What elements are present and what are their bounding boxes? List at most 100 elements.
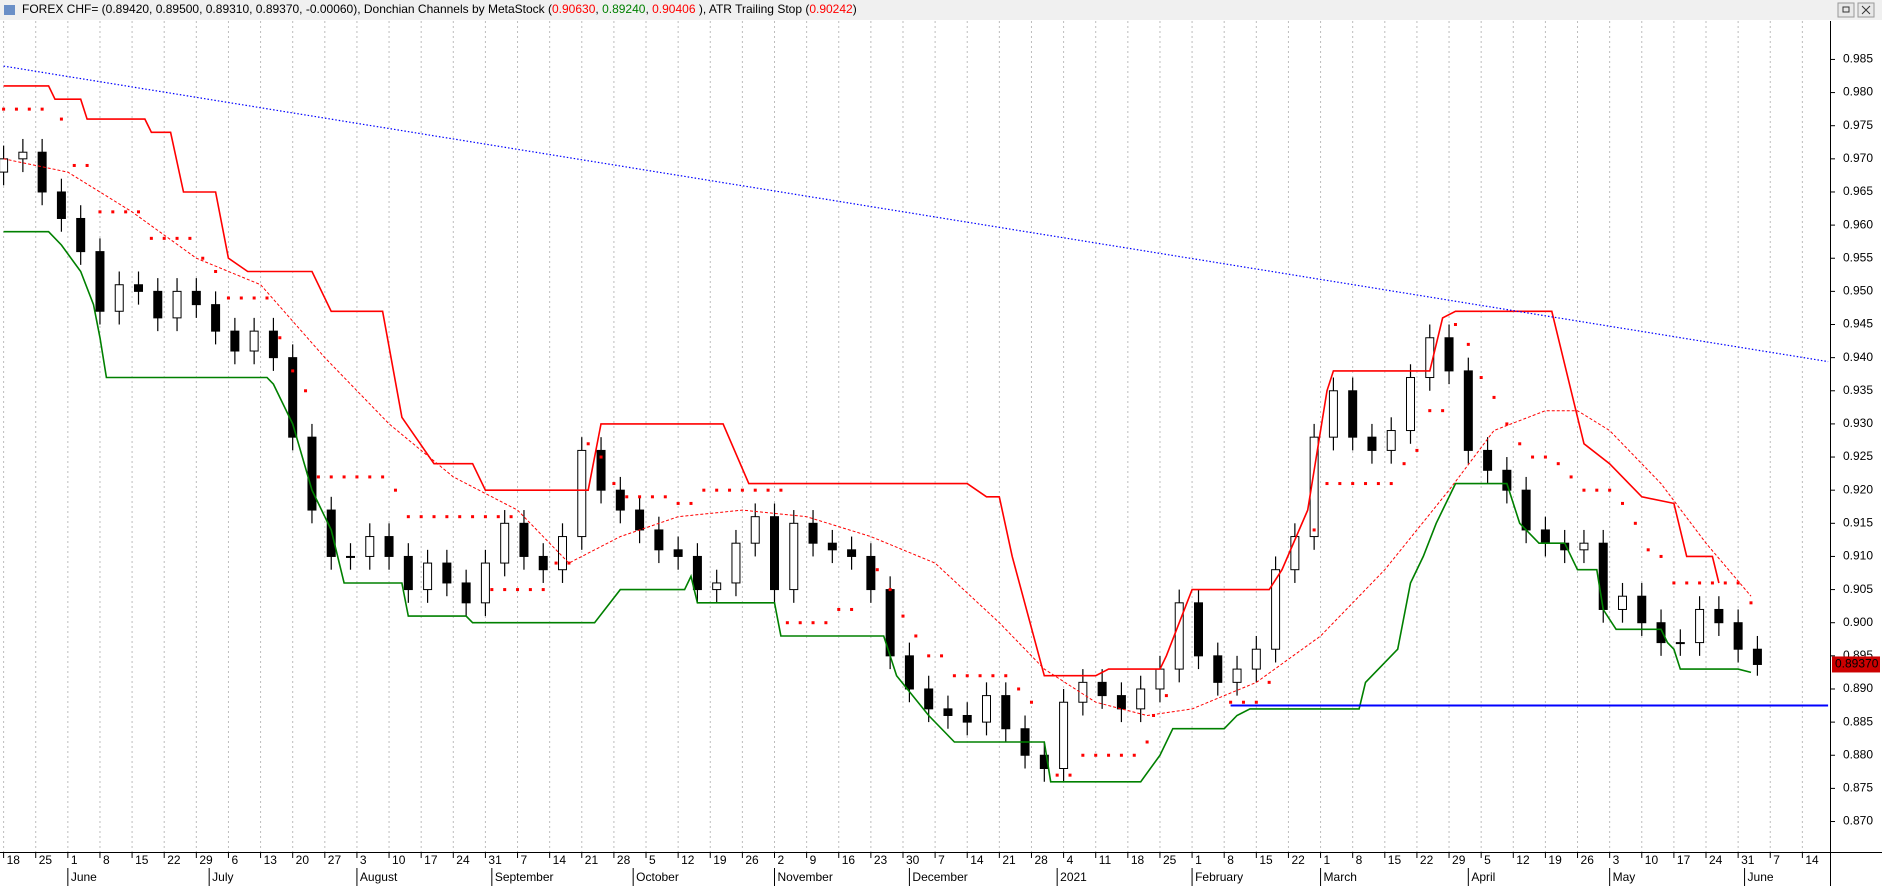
candle-body: [692, 555, 702, 591]
trailing-stop-dot: [1068, 773, 1072, 777]
trailing-stop-dot: [541, 588, 545, 592]
window-icon: [4, 5, 15, 15]
title-bar: [0, 0, 1882, 20]
trailing-stop-dot: [689, 501, 693, 505]
candle-body: [904, 655, 914, 690]
trailing-stop-dot: [483, 515, 487, 519]
y-tick-label: 0.985: [1843, 52, 1873, 66]
trailing-stop-dot: [445, 515, 449, 519]
trailing-stop-dot: [14, 107, 18, 111]
trailing-stop-dot: [85, 163, 89, 167]
x-tick-label: 17: [1677, 853, 1691, 867]
x-tick-label: 1: [71, 853, 78, 867]
x-tick-label: 29: [199, 853, 213, 867]
candle-body: [827, 542, 837, 551]
y-tick-label: 0.930: [1843, 416, 1873, 430]
trailing-stop-dot: [740, 488, 744, 492]
trailing-stop-dot: [1081, 753, 1085, 757]
trailing-stop-dot: [458, 515, 462, 519]
trailing-stop-dot: [1531, 455, 1535, 459]
trailing-stop-dot: [1659, 554, 1663, 558]
candle-body: [442, 562, 452, 584]
y-tick-label: 0.905: [1843, 582, 1873, 596]
month-label: April: [1471, 870, 1495, 884]
x-tick-label: 25: [1163, 853, 1177, 867]
trailing-stop-dot: [1254, 700, 1258, 704]
x-tick-label: 15: [1259, 853, 1273, 867]
candle-body: [480, 562, 490, 604]
y-tick-label: 0.910: [1843, 549, 1873, 563]
candle-body: [1155, 668, 1165, 690]
trailing-stop-dot: [471, 515, 475, 519]
plot-area: [0, 21, 1830, 852]
candle-body: [1116, 695, 1126, 710]
x-tick-label: 13: [264, 853, 278, 867]
trailing-stop-dot: [1145, 740, 1149, 744]
candle-body: [731, 542, 741, 584]
trailing-stop-dot: [824, 621, 828, 625]
y-tick-label: 0.875: [1843, 781, 1873, 795]
trailing-stop-dot: [1415, 448, 1419, 452]
trailing-stop-dot: [1453, 323, 1457, 327]
trailing-stop-dot: [2, 107, 6, 111]
trailing-stop-dot: [1620, 501, 1624, 505]
candle-body: [56, 191, 66, 219]
month-label: October: [636, 870, 679, 884]
candle-body: [1309, 436, 1319, 538]
trailing-stop-dot: [1556, 462, 1560, 466]
trailing-stop-dot: [490, 588, 494, 592]
trailing-stop-dot: [650, 495, 654, 499]
y-tick-label: 0.890: [1843, 681, 1873, 695]
trailing-stop-dot: [785, 621, 789, 625]
y-tick-label: 0.915: [1843, 515, 1873, 529]
x-tick-label: 3: [1613, 853, 1620, 867]
trailing-stop-dot: [304, 389, 308, 393]
candle-body: [1675, 642, 1685, 645]
trailing-stop-dot: [638, 495, 642, 499]
candle-body: [1059, 701, 1069, 770]
trailing-stop-dot: [137, 210, 141, 214]
candle-body: [1290, 536, 1300, 571]
restore-button[interactable]: [1837, 2, 1855, 18]
title-part: ,: [645, 2, 652, 16]
month-label: August: [360, 870, 398, 884]
x-tick-label: 1: [1324, 853, 1331, 867]
month-label: May: [1613, 870, 1636, 884]
trailing-stop-dot: [1055, 773, 1059, 777]
y-tick-label: 0.980: [1843, 85, 1873, 99]
candle-body: [114, 284, 124, 312]
x-tick-label: 28: [617, 853, 631, 867]
trailing-stop-dot: [940, 654, 944, 658]
candle-body: [1039, 754, 1049, 770]
x-tick-label: 14: [1805, 853, 1819, 867]
x-tick-label: 16: [842, 853, 856, 867]
trailing-stop-dot: [509, 515, 513, 519]
y-tick-label: 0.935: [1843, 383, 1873, 397]
candle-body: [1656, 622, 1666, 644]
x-tick-label: 12: [1516, 853, 1530, 867]
candle-body: [1174, 602, 1184, 670]
candle-body: [461, 582, 471, 604]
trailing-stop-dot: [1646, 548, 1650, 552]
candle-body: [982, 695, 992, 723]
trailing-stop-dot: [27, 107, 31, 111]
trailing-stop-dot: [753, 488, 757, 492]
title-part: 0.89240: [602, 2, 646, 16]
candle-body: [866, 555, 876, 591]
candle-body: [1733, 622, 1743, 650]
candle-body: [808, 522, 818, 544]
trailing-stop-dot: [252, 296, 256, 300]
trailing-stop-dot: [728, 488, 732, 492]
trailing-stop-dot: [342, 475, 346, 479]
trailing-stop-dot: [965, 674, 969, 678]
trailing-stop-dot: [1312, 528, 1316, 532]
y-tick-label: 0.880: [1843, 747, 1873, 761]
x-tick-label: 23: [874, 853, 888, 867]
candle-body: [423, 562, 433, 591]
plot: [0, 65, 1829, 783]
x-tick-label: 22: [1420, 853, 1434, 867]
month-label: December: [912, 870, 967, 884]
month-label: February: [1195, 870, 1243, 884]
trailing-stop-dot: [1492, 395, 1496, 399]
candle-body: [1579, 542, 1589, 551]
